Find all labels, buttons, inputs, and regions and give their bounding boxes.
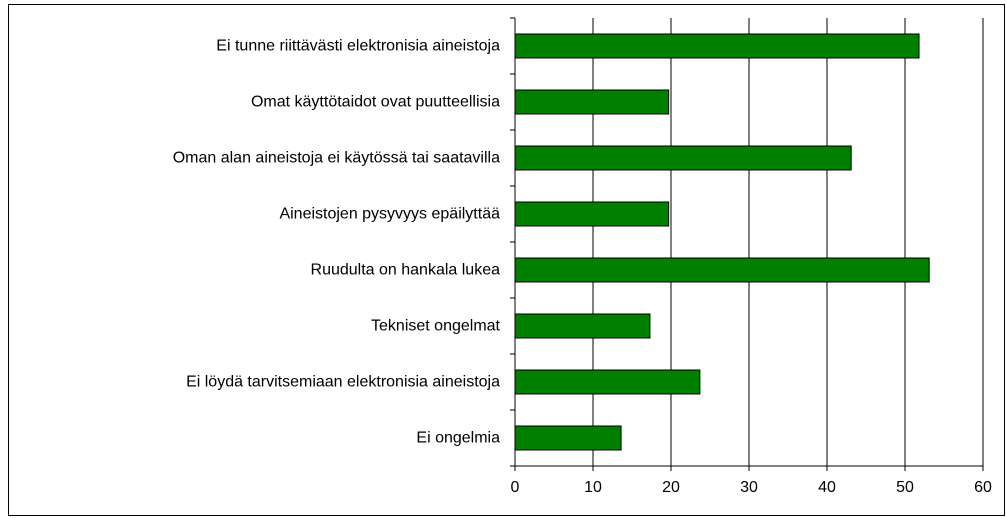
y-tick-label: Ei tunne riittävästi elektronisia aineis… bbox=[216, 37, 500, 55]
x-tick-label: 30 bbox=[740, 479, 758, 496]
y-tick-label: Oman alan aineistoja ei käytössä tai saa… bbox=[172, 149, 500, 167]
y-tick-label: Ei löydä tarvitsemiaan elektronisia aine… bbox=[186, 373, 500, 391]
bar bbox=[514, 201, 670, 227]
x-tick-label: 50 bbox=[896, 479, 914, 496]
y-tick-label: Tekniset ongelmat bbox=[371, 317, 500, 335]
y-tick-label: Ruudulta on hankala lukea bbox=[310, 261, 500, 279]
y-tick-label: Ei ongelmia bbox=[416, 429, 500, 447]
bar bbox=[514, 425, 622, 451]
bar bbox=[514, 257, 930, 283]
bar bbox=[514, 369, 701, 395]
bar bbox=[514, 89, 670, 115]
x-tick-label: 60 bbox=[974, 479, 992, 496]
bar bbox=[514, 313, 651, 339]
y-tick-label: Omat käyttötaidot ovat puutteellisia bbox=[250, 93, 500, 111]
x-tick-label: 0 bbox=[511, 479, 520, 496]
x-tick-label: 40 bbox=[818, 479, 836, 496]
frame bbox=[8, 4, 1005, 516]
bar bbox=[514, 33, 920, 59]
bar bbox=[514, 145, 852, 171]
x-tick-label: 10 bbox=[584, 479, 602, 496]
y-tick-label: Aineistojen pysyvyys epäilyttää bbox=[279, 205, 500, 223]
x-tick-label: 20 bbox=[662, 479, 680, 496]
